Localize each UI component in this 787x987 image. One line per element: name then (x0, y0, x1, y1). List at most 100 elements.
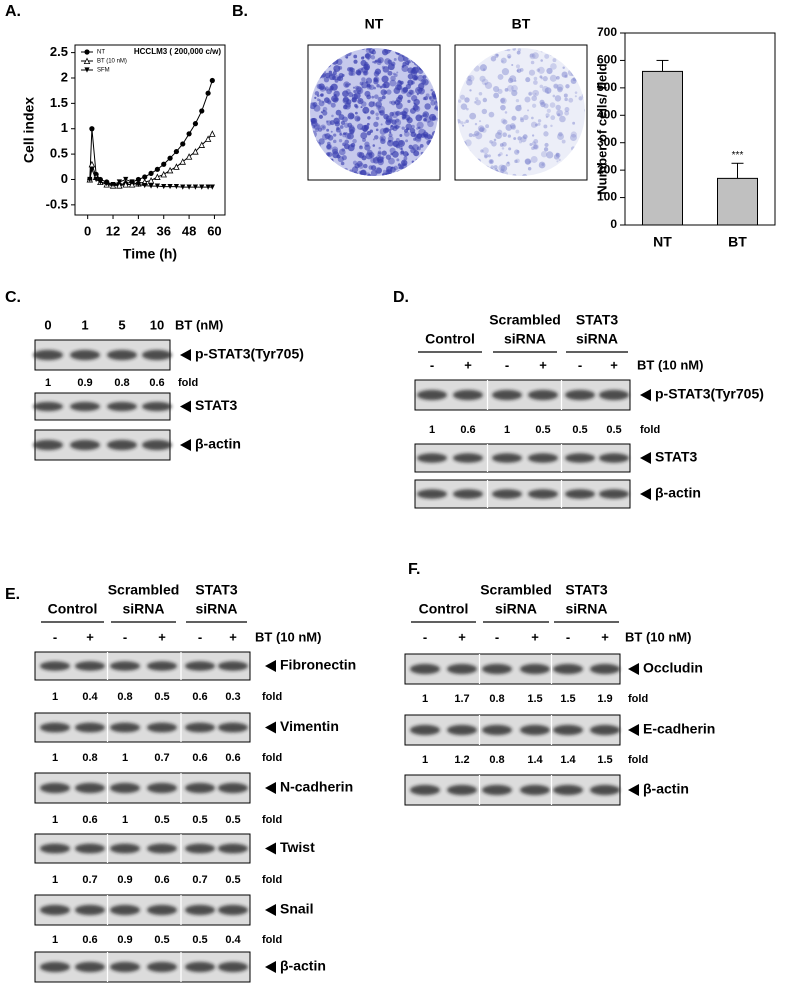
cell (473, 100, 477, 104)
group-label: STAT3 (195, 582, 237, 598)
cell (550, 124, 553, 128)
cell (355, 69, 362, 76)
cell (382, 172, 387, 176)
lane-label: + (458, 629, 466, 644)
cell (391, 119, 397, 125)
data-point (192, 121, 199, 127)
lane-label: + (464, 357, 472, 372)
cell (485, 124, 490, 129)
y-tick-label: 2 (61, 69, 68, 84)
cell (360, 169, 367, 176)
cell (382, 48, 389, 56)
cell (324, 72, 331, 79)
blot-band (107, 401, 137, 412)
fold-value: 0.7 (154, 752, 169, 764)
cell (507, 55, 511, 59)
cell (342, 90, 349, 97)
cell (408, 144, 413, 149)
cell (420, 88, 424, 92)
fold-value: 1 (422, 693, 428, 705)
blot-band (142, 401, 172, 412)
arrow (265, 961, 276, 973)
cell (499, 143, 504, 147)
cell (543, 147, 549, 152)
cell (383, 113, 389, 120)
cell (516, 50, 521, 55)
cell (546, 108, 551, 113)
arrow (180, 400, 191, 413)
cell (515, 129, 520, 134)
x-tick-label: 48 (182, 223, 196, 238)
cell (538, 161, 546, 169)
cell (366, 84, 372, 90)
cell (328, 70, 333, 75)
cell (557, 113, 561, 117)
data-point (180, 141, 186, 147)
blot-band (410, 724, 440, 736)
cell (378, 146, 382, 150)
fold-value: 0.6 (154, 874, 169, 886)
cell (559, 115, 566, 123)
cell (366, 83, 371, 88)
group-label: siRNA (504, 331, 546, 347)
data-point (205, 90, 211, 96)
cell (374, 59, 378, 63)
cell (482, 97, 488, 103)
fold-value: 0.6 (225, 752, 240, 764)
cell (500, 57, 507, 64)
cell (513, 137, 517, 141)
cell (528, 91, 533, 96)
protein-label: Fibronectin (280, 657, 356, 673)
group-label: Scrambled (480, 582, 552, 598)
cell (427, 120, 434, 128)
legend-marker (84, 67, 90, 73)
cell (401, 114, 407, 120)
cell (343, 122, 350, 128)
cell (314, 127, 319, 132)
blot-band (185, 961, 215, 973)
cell (379, 99, 382, 102)
cell (320, 86, 325, 91)
cell (375, 155, 382, 162)
cell (416, 133, 422, 140)
fold-value: 1 (429, 424, 435, 436)
cell (536, 68, 541, 72)
protein-label: p-STAT3(Tyr705) (195, 346, 304, 362)
cell (500, 118, 506, 124)
cell (373, 121, 379, 127)
cell (345, 56, 349, 59)
cell (361, 77, 366, 82)
blot-band (492, 453, 522, 463)
lane-label: - (578, 357, 582, 372)
cell (508, 147, 512, 151)
cell (373, 76, 380, 83)
cell (388, 133, 393, 138)
cell (377, 150, 382, 155)
cell (331, 146, 339, 153)
fold-value: 1.2 (454, 754, 469, 766)
fold-value: 0.5 (225, 814, 240, 826)
cell (483, 153, 489, 158)
arrow (265, 782, 276, 794)
cell (336, 58, 343, 66)
cell (314, 96, 317, 100)
cell (555, 152, 559, 156)
blot-band (528, 389, 558, 401)
cell (543, 124, 548, 129)
cell (501, 147, 505, 150)
cell (382, 66, 390, 73)
y-tick-label: 0.5 (50, 146, 68, 161)
cell (557, 86, 563, 93)
cell (416, 146, 421, 151)
data-point (179, 158, 186, 165)
cell (353, 59, 358, 64)
cell (398, 139, 405, 147)
cell (399, 111, 404, 116)
data-point (166, 166, 174, 174)
fold-value: 0.3 (225, 691, 240, 703)
fold-value: 0.5 (572, 424, 587, 436)
cell (515, 64, 521, 69)
blot-band (590, 724, 620, 736)
cell (553, 154, 560, 160)
cell (330, 102, 336, 108)
